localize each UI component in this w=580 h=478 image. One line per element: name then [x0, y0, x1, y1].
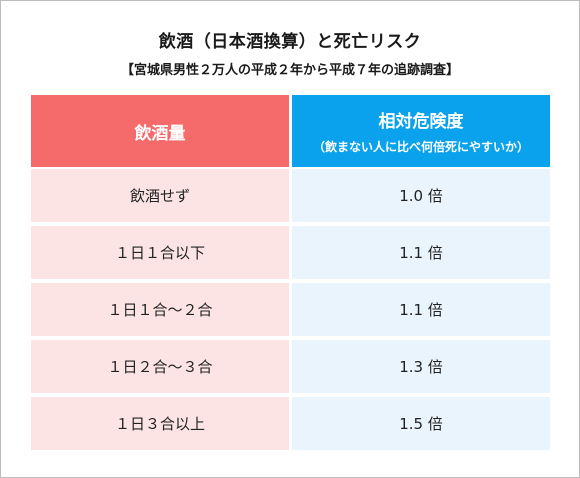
drinking-amount-cell: １日１合〜２合: [31, 283, 289, 336]
table-row: １日１合以下 1.1 倍: [31, 226, 550, 279]
drinking-amount-cell: 飲酒せず: [31, 169, 289, 222]
page-subtitle: 【宮城県男性２万人の平成２年から平成７年の追跡調査】: [120, 63, 459, 78]
relative-risk-cell: 1.5 倍: [292, 397, 550, 450]
drinking-amount-cell: １日２合〜３合: [31, 340, 289, 393]
table-row: １日３合以上 1.5 倍: [31, 397, 550, 450]
table-row: １日１合〜２合 1.1 倍: [31, 283, 550, 336]
header-relative-risk-label: 相対危険度: [378, 112, 464, 132]
table-header-row: 飲酒量 相対危険度 （飲まない人に比べ何倍死にやすいか）: [31, 95, 550, 167]
table-row: 飲酒せず 1.0 倍: [31, 169, 550, 222]
table-row: １日２合〜３合 1.3 倍: [31, 340, 550, 393]
relative-risk-cell: 1.0 倍: [292, 169, 550, 222]
header-relative-risk-note: （飲まない人に比べ何倍死にやすいか）: [312, 140, 529, 154]
relative-risk-cell: 1.1 倍: [292, 226, 550, 279]
page-title: 飲酒（日本酒換算）と死亡リスク: [158, 32, 422, 52]
risk-table: 飲酒量 相対危険度 （飲まない人に比べ何倍死にやすいか） 飲酒せず 1.0 倍 …: [31, 95, 550, 454]
drinking-amount-cell: １日３合以上: [31, 397, 289, 450]
header-drinking-amount: 飲酒量: [31, 95, 289, 167]
relative-risk-cell: 1.3 倍: [292, 340, 550, 393]
relative-risk-cell: 1.1 倍: [292, 283, 550, 336]
header-relative-risk: 相対危険度 （飲まない人に比べ何倍死にやすいか）: [292, 95, 550, 167]
drinking-amount-cell: １日１合以下: [31, 226, 289, 279]
